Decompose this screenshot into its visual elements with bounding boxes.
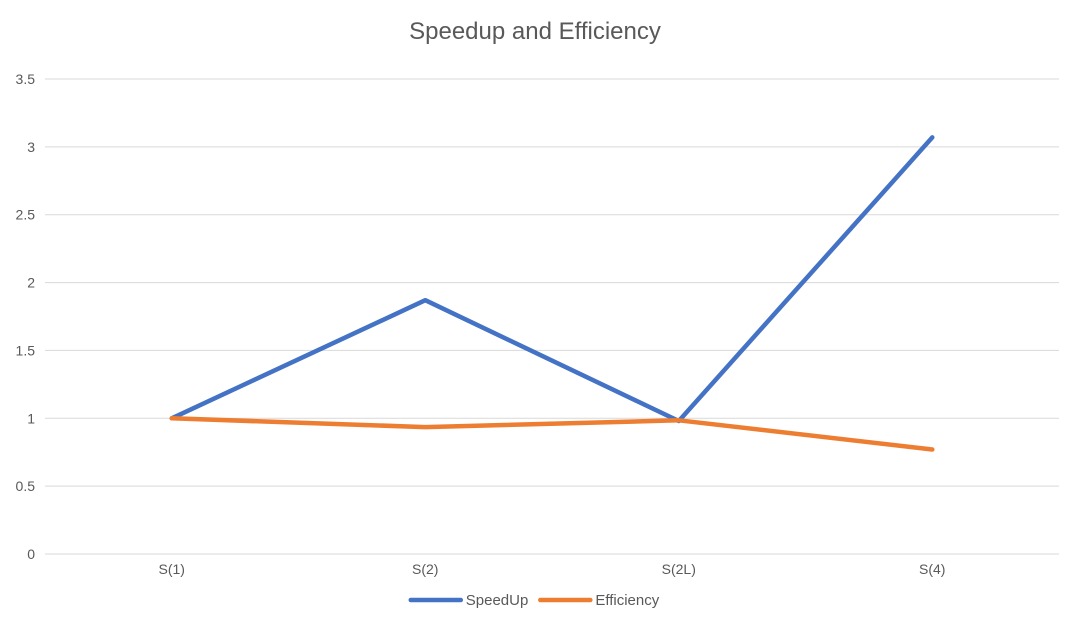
y-tick-label: 3	[27, 139, 35, 155]
y-tick-label: 1.5	[16, 342, 36, 358]
series-lines	[169, 135, 935, 452]
y-tick-label: 2.5	[16, 207, 36, 223]
y-tick-label: 2	[27, 275, 35, 291]
x-tick-label: S(1)	[159, 561, 185, 577]
y-tick-label: 3.5	[16, 71, 36, 87]
y-tick-label: 0.5	[16, 478, 36, 494]
legend-label-speedup: SpeedUp	[466, 592, 529, 609]
y-tick-label: 0	[27, 546, 35, 562]
x-tick-label: S(4)	[919, 561, 945, 577]
legend: SpeedUp Efficiency	[408, 592, 660, 609]
series-line-speedup	[169, 135, 935, 424]
y-tick-label: 1	[27, 410, 35, 426]
series-line-efficiency	[169, 416, 935, 452]
x-tick-label: S(2L)	[662, 561, 696, 577]
y-axis-ticks: 0 0.5 1 1.5 2 2.5 3 3.5	[16, 71, 36, 562]
x-axis-ticks: S(1) S(2) S(2L) S(4)	[159, 561, 946, 577]
legend-label-efficiency: Efficiency	[595, 592, 659, 609]
x-tick-label: S(2)	[412, 561, 438, 577]
gridlines	[45, 78, 1059, 555]
chart-title: Speedup and Efficiency	[409, 18, 661, 45]
